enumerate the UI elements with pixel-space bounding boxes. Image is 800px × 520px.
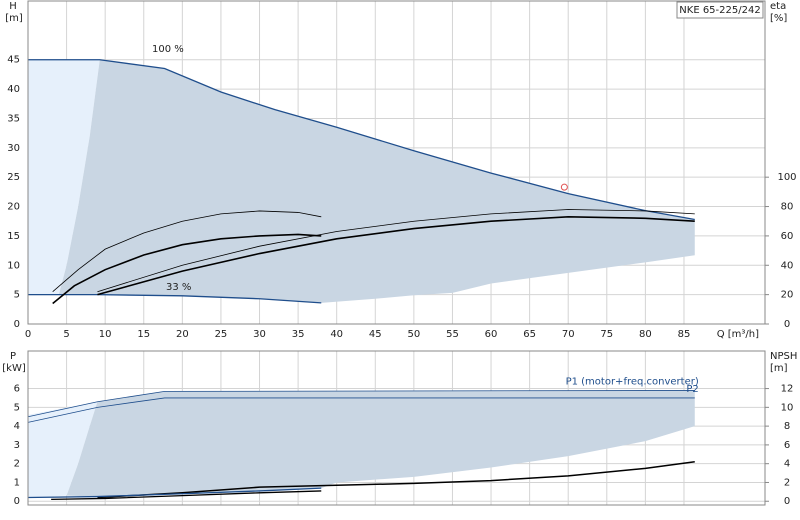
x-tick-label: 80 bbox=[639, 329, 652, 340]
y-tick-label: 20 bbox=[7, 202, 20, 213]
curve bbox=[28, 293, 322, 304]
y-tick-label: 2 bbox=[14, 459, 20, 470]
curve bbox=[51, 490, 322, 501]
y2-tick-label: 6 bbox=[784, 440, 790, 451]
x-tick-label: 45 bbox=[369, 329, 382, 340]
y2-tick-label: 80 bbox=[781, 202, 794, 213]
y-tick-label: 5 bbox=[14, 290, 20, 301]
y-axis-unit: [kW] bbox=[2, 363, 26, 374]
y-tick-label: 25 bbox=[7, 172, 20, 183]
curve bbox=[97, 209, 695, 293]
y-tick-label: 4 bbox=[14, 421, 20, 432]
model-box bbox=[676, 1, 764, 19]
x-tick-label: 25 bbox=[215, 329, 228, 340]
x-tick-label: 0 bbox=[25, 329, 31, 340]
y2-tick-label: 0 bbox=[784, 496, 790, 507]
y2-tick-label: 100 bbox=[777, 172, 796, 183]
y-tick-label: 40 bbox=[7, 84, 20, 95]
y2-tick-label: 20 bbox=[781, 290, 794, 301]
plot-frame bbox=[27, 0, 766, 325]
plot-frame bbox=[27, 350, 766, 506]
y-tick-label: 15 bbox=[7, 231, 20, 242]
x-tick-label: 55 bbox=[446, 329, 459, 340]
y-tick-label: 30 bbox=[7, 143, 20, 154]
y2-tick-label: 0 bbox=[784, 319, 790, 330]
y-axis-label: P bbox=[10, 351, 16, 362]
x-tick-label: 75 bbox=[600, 329, 613, 340]
x-tick-label: 60 bbox=[485, 329, 498, 340]
x-tick-label: 65 bbox=[523, 329, 536, 340]
x-tick-label: 30 bbox=[253, 329, 266, 340]
y-axis-label: H bbox=[9, 1, 17, 12]
region bbox=[58, 59, 695, 303]
x-axis-label: Q [m³/h] bbox=[717, 329, 759, 340]
y-tick-label: 45 bbox=[7, 55, 20, 66]
annotation: 100 % bbox=[152, 44, 184, 55]
x-tick-label: 10 bbox=[99, 329, 112, 340]
y-tick-label: 10 bbox=[7, 260, 20, 271]
model-label: NKE 65-225/242 bbox=[679, 5, 760, 16]
curve bbox=[27, 390, 695, 418]
y2-tick-label: 60 bbox=[781, 231, 794, 242]
curve bbox=[52, 210, 322, 293]
x-tick-label: 70 bbox=[562, 329, 575, 340]
curve bbox=[27, 487, 322, 499]
y2-axis-unit: [m] bbox=[770, 363, 788, 374]
curve bbox=[97, 216, 695, 296]
y2-tick-label: 4 bbox=[784, 459, 790, 470]
curve bbox=[27, 397, 695, 423]
x-tick-label: 15 bbox=[137, 329, 150, 340]
y2-tick-label: 12 bbox=[781, 384, 794, 395]
light-region bbox=[28, 59, 100, 295]
y-tick-label: 6 bbox=[14, 384, 20, 395]
y-tick-label: 35 bbox=[7, 113, 20, 124]
curve bbox=[28, 59, 695, 221]
y-tick-label: 5 bbox=[14, 402, 20, 413]
region bbox=[66, 390, 695, 497]
x-tick-label: 85 bbox=[678, 329, 691, 340]
x-tick-label: 50 bbox=[407, 329, 420, 340]
curve bbox=[52, 233, 322, 305]
x-tick-label: 20 bbox=[176, 329, 189, 340]
x-tick-label: 35 bbox=[292, 329, 305, 340]
y-tick-label: 1 bbox=[14, 477, 20, 488]
x-tick-label: 5 bbox=[63, 329, 69, 340]
annotation: 33 % bbox=[166, 282, 191, 293]
y-tick-label: 0 bbox=[14, 496, 20, 507]
series-label: P1 (motor+freq.converter) bbox=[566, 376, 699, 387]
light-region bbox=[28, 401, 98, 498]
curve bbox=[97, 461, 695, 499]
y2-axis-label: eta bbox=[770, 1, 786, 12]
y-axis-unit: [m] bbox=[5, 13, 23, 24]
y2-tick-label: 40 bbox=[781, 260, 794, 271]
y2-axis-unit: [%] bbox=[770, 13, 787, 24]
y2-axis-label: NPSH bbox=[770, 351, 797, 362]
y2-tick-label: 10 bbox=[781, 402, 794, 413]
x-tick-label: 40 bbox=[330, 329, 343, 340]
series-label: P2 bbox=[686, 384, 698, 395]
y2-tick-label: 8 bbox=[784, 421, 790, 432]
y-tick-label: 3 bbox=[14, 440, 20, 451]
y2-tick-label: 2 bbox=[784, 477, 790, 488]
y-tick-label: 0 bbox=[14, 319, 20, 330]
duty-point bbox=[560, 183, 568, 191]
